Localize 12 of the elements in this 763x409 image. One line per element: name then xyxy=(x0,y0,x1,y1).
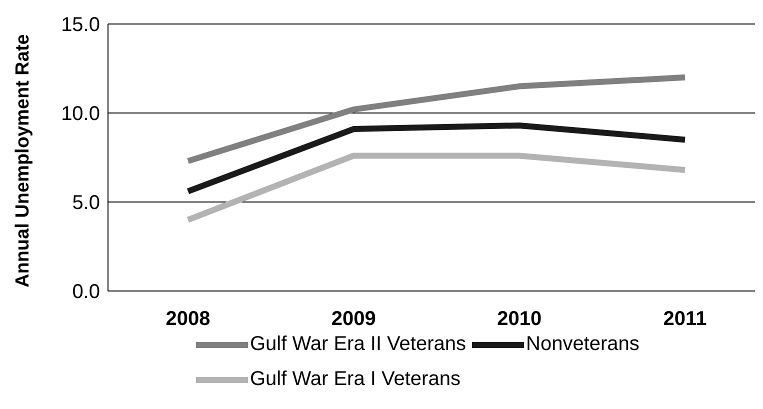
y-tick-label: 0.0 xyxy=(72,281,100,304)
legend-label: Gulf War Era II Veterans xyxy=(250,333,466,356)
x-tick-label: 2009 xyxy=(331,308,376,330)
legend-label: Nonveterans xyxy=(526,333,640,356)
x-tick-label: 2010 xyxy=(497,308,542,330)
legend-label: Gulf War Era I Veterans xyxy=(250,368,460,391)
x-tick-label: 2008 xyxy=(166,308,210,330)
y-tick-label: 10.0 xyxy=(61,103,100,126)
y-axis-title: Annual Unemployment Rate xyxy=(12,34,34,288)
x-tick-label: 2011 xyxy=(663,308,707,330)
y-tick-label: 15.0 xyxy=(61,14,100,36)
y-tick-label: 5.0 xyxy=(72,192,100,214)
